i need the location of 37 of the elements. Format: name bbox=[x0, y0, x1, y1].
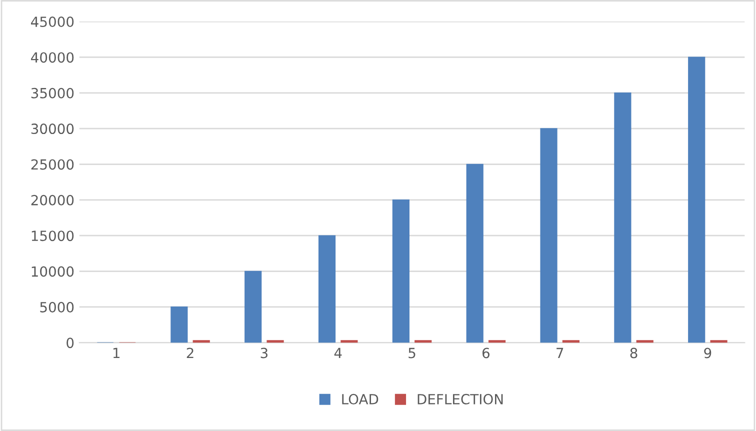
y-tick-label: 20000 bbox=[31, 194, 74, 206]
bar bbox=[688, 56, 706, 343]
y-tick-label: 5000 bbox=[40, 302, 74, 312]
y-tick-label: 35000 bbox=[31, 88, 74, 98]
bar bbox=[466, 164, 484, 343]
x-tick-label: 8 bbox=[630, 348, 638, 358]
x-tick-label: 3 bbox=[260, 348, 268, 358]
y-tick-label: 30000 bbox=[31, 124, 74, 134]
x-tick-label: 4 bbox=[334, 348, 342, 358]
bar bbox=[540, 128, 558, 343]
y-tick-label: 15000 bbox=[32, 230, 74, 242]
bar bbox=[192, 340, 210, 343]
bar bbox=[614, 92, 632, 343]
x-tick-label: 5 bbox=[408, 348, 416, 358]
legend-label: DEFLECTION bbox=[418, 394, 503, 404]
x-tick-label: 2 bbox=[186, 348, 194, 358]
bar bbox=[170, 306, 188, 343]
bar bbox=[244, 270, 262, 343]
y-tick-label: 45000 bbox=[31, 16, 74, 28]
y-tick-label: 40000 bbox=[31, 52, 74, 63]
bar bbox=[562, 340, 580, 343]
x-tick-label: 7 bbox=[556, 348, 564, 358]
y-tick-label: 10000 bbox=[32, 266, 74, 277]
bar bbox=[636, 340, 654, 343]
bar bbox=[710, 340, 728, 343]
bar bbox=[340, 340, 358, 343]
y-tick-label: 25000 bbox=[31, 159, 74, 170]
x-tick-label: 6 bbox=[482, 348, 490, 358]
x-tick-label: 9 bbox=[704, 348, 712, 358]
legend-label: LOAD bbox=[342, 394, 378, 404]
x-tick-label: 1 bbox=[113, 348, 120, 358]
bar bbox=[392, 200, 410, 343]
bar bbox=[266, 340, 284, 343]
bar bbox=[414, 340, 432, 343]
bar bbox=[318, 235, 336, 343]
y-tick-label: 0 bbox=[66, 338, 74, 348]
bar bbox=[488, 340, 506, 343]
